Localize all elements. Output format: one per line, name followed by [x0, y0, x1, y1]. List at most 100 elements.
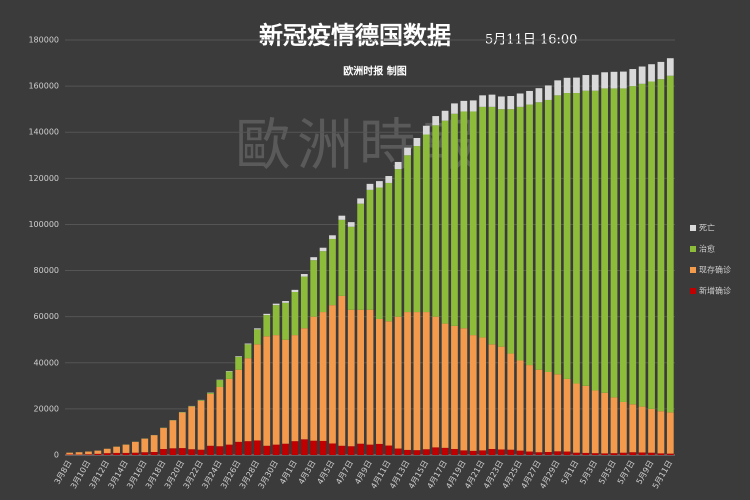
- bar-segment: [610, 71, 618, 89]
- bar-segment: [310, 316, 318, 441]
- bar-segment: [357, 198, 364, 204]
- bar-segment: [150, 452, 158, 455]
- bar-segment: [347, 446, 355, 455]
- bar-segment: [300, 439, 308, 455]
- bar-segment: [441, 447, 449, 455]
- bar-segment: [197, 449, 205, 455]
- bar-segment: [479, 337, 486, 451]
- bar-segment: [188, 449, 196, 455]
- bar-segment: [441, 323, 449, 448]
- bar-segment: [225, 444, 233, 455]
- bar-segment: [563, 93, 571, 379]
- bar-segment: [122, 444, 130, 453]
- bar-segment: [357, 203, 364, 310]
- bar-segment: [620, 452, 627, 455]
- bar-segment: [413, 450, 421, 455]
- bar-segment: [178, 412, 186, 449]
- bar-segment: [103, 453, 111, 455]
- bar-segment: [666, 75, 674, 413]
- bar-segment: [254, 328, 261, 330]
- bar-segment: [422, 134, 430, 313]
- bar-segment: [300, 274, 308, 277]
- bar-segment: [638, 66, 646, 84]
- bar-segment: [216, 446, 224, 455]
- bar-segment: [291, 441, 299, 455]
- bar-segment: [582, 452, 590, 455]
- legend-label: 治愈: [699, 244, 715, 254]
- bar-segment: [310, 257, 318, 261]
- bar-segment: [413, 312, 421, 451]
- bar-segment: [376, 318, 383, 444]
- bar-segment: [460, 450, 468, 455]
- bar-segment: [272, 305, 280, 336]
- bar-segment: [479, 106, 486, 338]
- bar-segment: [376, 443, 383, 455]
- legend-swatch: [690, 267, 696, 273]
- bar-segment: [207, 393, 214, 446]
- bar-segment: [263, 445, 271, 455]
- bar-segment: [366, 309, 374, 445]
- bar-segment: [638, 452, 646, 455]
- bar-segment: [244, 441, 252, 455]
- bar-segment: [535, 369, 543, 453]
- bar-segment: [197, 400, 205, 450]
- bar-segment: [441, 120, 449, 324]
- chart-title: 新冠疫情德国数据: [259, 21, 451, 50]
- bar-segment: [394, 448, 402, 455]
- bar-segment: [272, 303, 280, 306]
- bar-segment: [573, 77, 580, 94]
- bar-segment: [629, 86, 637, 405]
- bar-segment: [648, 452, 655, 455]
- bar-segment: [282, 443, 289, 455]
- bar-segment: [629, 452, 637, 455]
- bar-segment: [648, 64, 655, 82]
- bar-segment: [657, 79, 665, 412]
- bar-segment: [347, 226, 355, 310]
- bar-segment: [573, 452, 580, 455]
- bar-segment: [591, 90, 599, 391]
- bar-segment: [451, 103, 458, 114]
- bar-segment: [188, 406, 196, 450]
- y-tick-label: 40000: [34, 358, 59, 367]
- bar-segment: [291, 289, 299, 292]
- bar-segment: [451, 325, 458, 450]
- bar-segment: [385, 176, 393, 183]
- bar-segment: [244, 358, 252, 442]
- bar-segment: [132, 441, 139, 453]
- bar-segment: [113, 446, 120, 453]
- bar-segment: [479, 95, 486, 107]
- bar-segment: [441, 110, 449, 121]
- bar-segment: [272, 335, 280, 445]
- bar-segment: [169, 448, 177, 455]
- bar-segment: [329, 305, 336, 444]
- bar-segment: [460, 328, 468, 451]
- bar-segment: [376, 181, 383, 188]
- bar-segment: [75, 452, 83, 455]
- bar-segment: [469, 335, 477, 451]
- bar-segment: [235, 356, 242, 357]
- bar-segment: [666, 58, 674, 76]
- bar-segment: [544, 85, 552, 100]
- bar-segment: [385, 182, 393, 322]
- bar-segment: [526, 451, 533, 455]
- legend-label: 死亡: [699, 223, 715, 233]
- bar-segment: [85, 451, 92, 455]
- bar-segment: [516, 450, 524, 455]
- bar-segment: [535, 88, 543, 103]
- bar-segment: [526, 104, 533, 366]
- bar-segment: [310, 260, 318, 317]
- bar-segment: [338, 445, 346, 455]
- bar-segment: [263, 315, 271, 337]
- bar-segment: [582, 385, 590, 453]
- bar-segment: [451, 113, 458, 326]
- bar-segment: [319, 312, 327, 441]
- bar-segment: [141, 452, 149, 455]
- bar-segment: [394, 161, 402, 170]
- bar-segment: [620, 401, 627, 453]
- bar-segment: [488, 94, 496, 107]
- bar-segment: [282, 302, 289, 340]
- bar-segment: [422, 125, 430, 135]
- bar-segment: [385, 321, 393, 446]
- bar-segment: [66, 452, 74, 455]
- bar-segment: [507, 96, 515, 110]
